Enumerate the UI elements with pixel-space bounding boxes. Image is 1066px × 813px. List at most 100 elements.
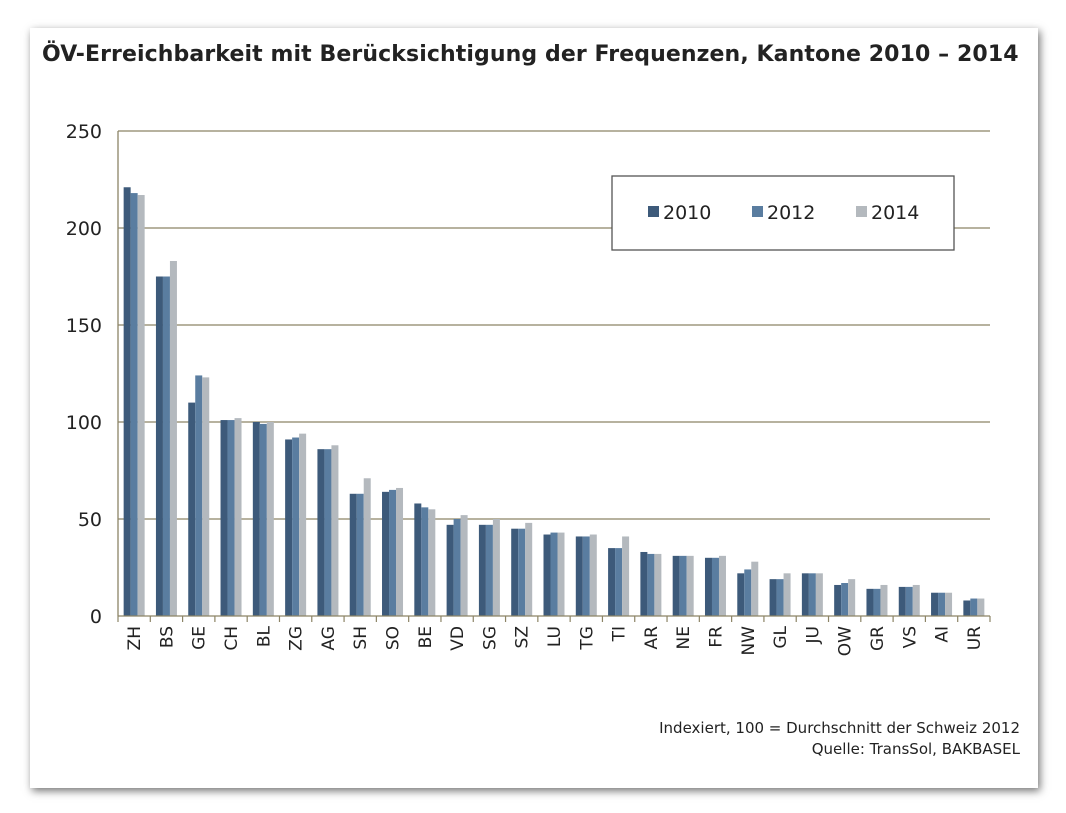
y-tick-label: 200	[66, 218, 102, 240]
legend-swatch-2014	[856, 206, 867, 217]
bar-vs-2010	[898, 586, 906, 616]
x-tick-label: UR	[965, 626, 985, 650]
chart-title: ÖV-Erreichbarkeit mit Berücksichtigung d…	[42, 42, 1019, 67]
bar-ar-2012	[647, 553, 655, 616]
bar-ag-2012	[324, 449, 332, 616]
bar-bl-2012	[259, 423, 267, 616]
bar-vd-2012	[453, 519, 461, 616]
bar-ti-2014	[622, 536, 630, 616]
bar-vs-2014	[912, 584, 920, 616]
bar-sg-2014	[492, 519, 500, 616]
y-tick-label: 150	[66, 315, 102, 337]
bar-lu-2014	[557, 532, 565, 616]
x-tick-label: NE	[674, 626, 694, 649]
bar-zg-2012	[292, 437, 300, 616]
legend-label-2010: 2010	[663, 202, 711, 224]
bar-ne-2010	[672, 555, 680, 616]
bar-sg-2010	[478, 524, 486, 616]
bar-ne-2012	[679, 555, 687, 616]
x-tick-label: LU	[545, 626, 565, 647]
bar-gl-2014	[783, 573, 791, 616]
bar-sg-2012	[485, 524, 493, 616]
bar-vd-2014	[460, 515, 468, 616]
bar-zh-2014	[137, 195, 145, 616]
bar-ai-2012	[938, 592, 946, 616]
x-tick-label: OW	[836, 626, 856, 656]
legend-box	[611, 175, 955, 251]
bar-ar-2010	[640, 551, 648, 616]
x-tick-label: FR	[706, 626, 726, 648]
x-tick-label: VD	[448, 626, 468, 651]
x-tick-label: NW	[739, 626, 759, 656]
legend-swatch-2012	[752, 206, 763, 217]
bar-bl-2010	[252, 422, 260, 616]
bar-ag-2014	[331, 445, 339, 616]
footnote-source: Quelle: TransSol, BAKBASEL	[811, 740, 1020, 758]
bar-so-2014	[396, 487, 404, 616]
bar-ju-2012	[808, 573, 816, 616]
x-tick-label: GE	[190, 626, 210, 650]
bar-fr-2012	[711, 557, 719, 616]
bar-be-2014	[428, 509, 436, 616]
bar-zh-2010	[123, 187, 131, 616]
bar-sh-2012	[356, 493, 364, 616]
bar-ch-2014	[234, 418, 242, 616]
bar-ge-2014	[202, 377, 210, 616]
bar-tg-2014	[589, 534, 597, 616]
bar-ow-2010	[834, 584, 842, 616]
bar-lu-2012	[550, 532, 558, 616]
bar-ju-2010	[801, 573, 809, 616]
bar-nw-2010	[737, 573, 745, 616]
bar-gr-2014	[880, 584, 888, 616]
x-tick-label: SG	[480, 626, 500, 650]
bar-gr-2010	[866, 588, 874, 616]
x-tick-label: BE	[416, 626, 436, 648]
bar-gl-2012	[776, 579, 784, 616]
bar-ur-2012	[970, 598, 978, 616]
bar-fr-2010	[704, 557, 712, 616]
bar-nw-2014	[751, 561, 759, 616]
chart-panel: ÖV-Erreichbarkeit mit Berücksichtigung d…	[30, 28, 1038, 788]
bar-be-2012	[421, 507, 429, 616]
bar-zg-2010	[285, 439, 293, 616]
legend-label-2012: 2012	[767, 202, 815, 224]
bar-bs-2012	[162, 276, 170, 616]
x-tick-label: TG	[577, 626, 597, 651]
x-tick-label: SZ	[513, 626, 533, 648]
x-tick-label: SH	[351, 626, 371, 650]
bar-zg-2014	[299, 433, 307, 616]
bar-ch-2012	[227, 420, 235, 616]
bar-tg-2010	[575, 536, 583, 616]
x-tick-label: SO	[384, 626, 404, 650]
legend-label-2014: 2014	[871, 202, 919, 224]
bar-sh-2014	[363, 478, 371, 616]
bar-lu-2010	[543, 534, 551, 616]
x-tick-label: GR	[868, 626, 888, 651]
bar-be-2010	[414, 503, 422, 616]
bar-bs-2014	[169, 260, 177, 616]
x-tick-label: TI	[610, 626, 630, 642]
bar-ow-2012	[841, 583, 849, 616]
bar-sz-2014	[525, 522, 533, 616]
bar-sz-2012	[518, 528, 526, 616]
x-tick-label: AG	[319, 626, 339, 651]
x-tick-label: AR	[642, 626, 662, 650]
x-tick-label: BL	[254, 625, 274, 647]
bar-ch-2010	[220, 420, 228, 616]
bar-ar-2014	[654, 553, 662, 616]
bar-ur-2010	[963, 600, 971, 616]
bar-ur-2014	[977, 598, 985, 616]
bar-gl-2010	[769, 579, 777, 616]
bar-ti-2010	[608, 548, 616, 616]
legend-swatch-2010	[648, 206, 659, 217]
chart-footnote: Indexiert, 100 = Durchschnitt der Schwei…	[659, 718, 1020, 760]
bar-chart: 0 50 100 150 200 250 ZH BS GE CH BL ZG AG SH SO BE VD SG S…	[66, 121, 991, 656]
bar-nw-2012	[744, 569, 752, 616]
bar-bl-2014	[266, 422, 274, 616]
bar-ge-2010	[188, 402, 196, 616]
x-tick-label: JU	[803, 626, 823, 644]
bar-sz-2010	[511, 528, 519, 616]
bar-vd-2010	[446, 524, 454, 616]
bar-ow-2014	[848, 579, 856, 616]
bar-tg-2012	[582, 536, 590, 616]
